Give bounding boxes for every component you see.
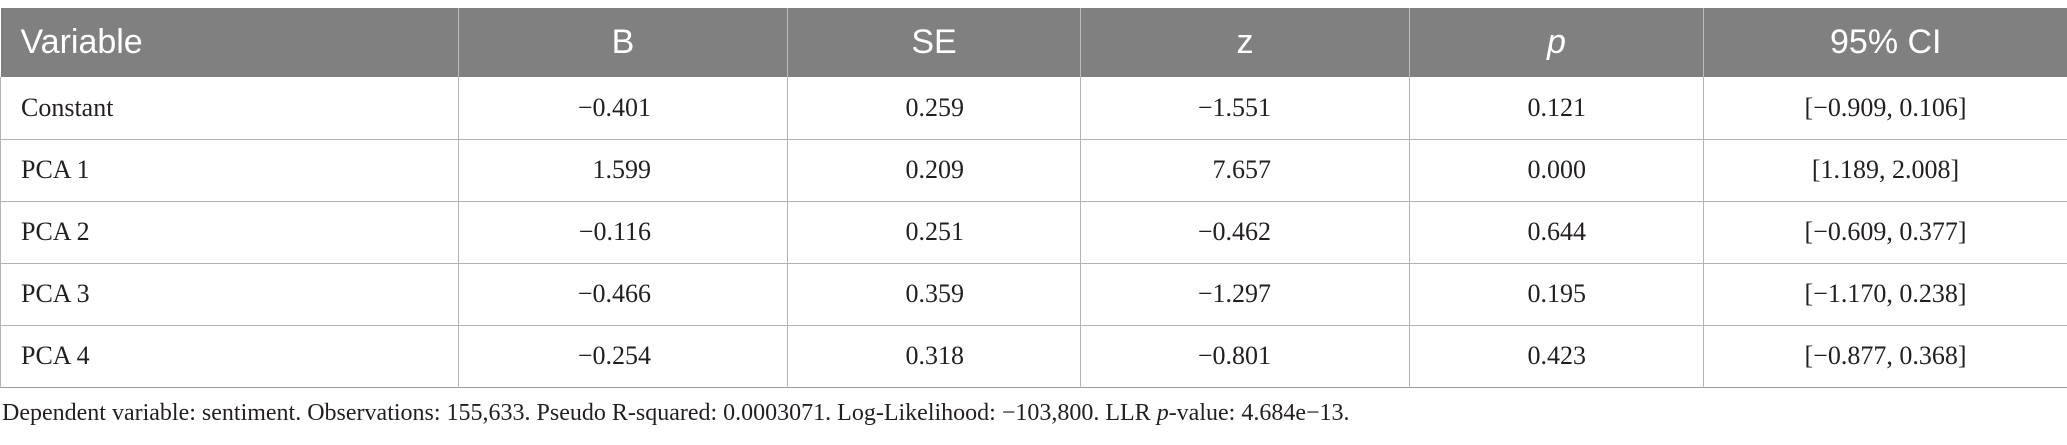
- cell-se: 0.251: [787, 201, 1081, 263]
- table-row: PCA 2 −0.116 0.251 −0.462 0.644 [−0.609,…: [0, 201, 2067, 263]
- cell-ci: [−0.877, 0.368]: [1703, 325, 2067, 387]
- cell-variable: PCA 2: [0, 201, 459, 263]
- cell-variable: Constant: [0, 77, 459, 139]
- table-header: Variable B SE z p 95% CI: [0, 8, 2067, 77]
- header-variable: Variable: [20, 23, 143, 61]
- header-z: z: [1080, 8, 1410, 77]
- header-row: Variable B SE z p 95% CI: [0, 8, 2067, 77]
- cell-variable: PCA 4: [0, 325, 459, 387]
- header-p: p: [1409, 8, 1704, 77]
- cell-b: −0.254: [458, 325, 788, 387]
- cell-z: −1.297: [1080, 263, 1410, 325]
- cell-se: 0.318: [787, 325, 1081, 387]
- header-ci: 95% CI: [1703, 8, 2067, 77]
- cell-variable: PCA 3: [0, 263, 459, 325]
- footnote-text-end: -value: 4.684e−13.: [1168, 400, 1350, 426]
- table-footnote: Dependent variable: sentiment. Observati…: [2, 400, 1350, 427]
- cell-ci: [−0.909, 0.106]: [1703, 77, 2067, 139]
- footnote-text-start: Dependent variable: sentiment. Observati…: [2, 400, 1157, 426]
- cell-ci: [−0.609, 0.377]: [1703, 201, 2067, 263]
- table-body: Constant −0.401 0.259 −1.551 0.121 [−0.9…: [0, 77, 2067, 387]
- table-row: PCA 4 −0.254 0.318 −0.801 0.423 [−0.877,…: [0, 325, 2067, 387]
- footnote-p-italic: p: [1156, 400, 1169, 426]
- cell-z: −0.462: [1080, 201, 1410, 263]
- cell-ci: [1.189, 2.008]: [1703, 139, 2067, 201]
- cell-p: 0.423: [1409, 325, 1704, 387]
- cell-p: 0.644: [1409, 201, 1704, 263]
- regression-table-container: Variable B SE z p 95% CI Constant −0.401…: [0, 8, 2067, 388]
- table-row: PCA 3 −0.466 0.359 −1.297 0.195 [−1.170,…: [0, 263, 2067, 325]
- cell-variable: PCA 1: [0, 139, 459, 201]
- cell-b: −0.466: [458, 263, 788, 325]
- cell-b: −0.401: [458, 77, 788, 139]
- cell-se: 0.359: [787, 263, 1081, 325]
- cell-se: 0.259: [787, 77, 1081, 139]
- cell-z: 7.657: [1080, 139, 1410, 201]
- cell-z: −0.801: [1080, 325, 1410, 387]
- cell-ci: [−1.170, 0.238]: [1703, 263, 2067, 325]
- cell-z: −1.551: [1080, 77, 1410, 139]
- cell-p: 0.195: [1409, 263, 1704, 325]
- header-se: SE: [787, 8, 1081, 77]
- regression-table: Variable B SE z p 95% CI Constant −0.401…: [0, 8, 2067, 388]
- cell-p: 0.121: [1409, 77, 1704, 139]
- cell-se: 0.209: [787, 139, 1081, 201]
- table-row: PCA 1 1.599 0.209 7.657 0.000 [1.189, 2.…: [0, 139, 2067, 201]
- cell-b: −0.116: [458, 201, 788, 263]
- cell-b: 1.599: [458, 139, 788, 201]
- header-b: B: [458, 8, 788, 77]
- table-row: Constant −0.401 0.259 −1.551 0.121 [−0.9…: [0, 77, 2067, 139]
- cell-p: 0.000: [1409, 139, 1704, 201]
